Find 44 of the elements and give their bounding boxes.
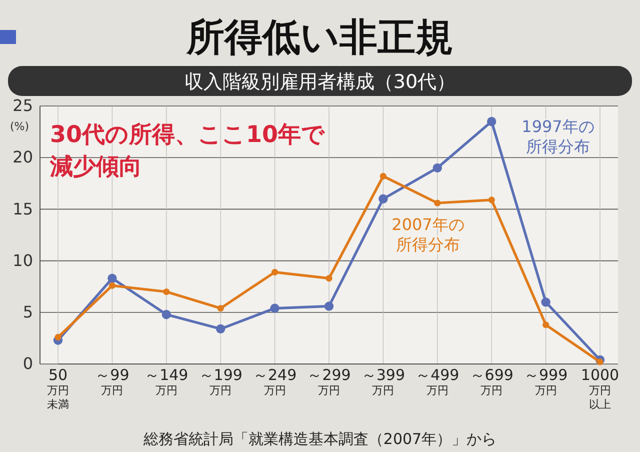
y-tick-label: 0 [22, 354, 33, 374]
point [432, 163, 442, 173]
point [270, 304, 280, 313]
point [541, 297, 550, 307]
x-tick-label: 50万円未満 [47, 366, 69, 411]
y-axis-title: (%) [10, 120, 30, 133]
point [326, 275, 332, 282]
text: 総務省統計局「就業構造基本調査（2007年）」から [142, 430, 497, 448]
point [596, 358, 604, 366]
point [378, 194, 388, 204]
series-label: 2007年の所得分布 [392, 215, 464, 254]
y-tick-label: 25 [12, 96, 33, 116]
series-label: 1997年の所得分布 [522, 117, 594, 156]
x-tick-label: 1000万円以上 [580, 366, 620, 411]
x-tick-label: ～249万円 [252, 366, 297, 397]
x-tick-label: ～149万円 [144, 366, 188, 397]
x-tick-label: ～99万円 [95, 366, 130, 397]
y-tick-label: 10 [12, 250, 33, 270]
point [380, 172, 386, 180]
x-tick-label: ～999万円 [524, 366, 568, 397]
y-tick-label: 20 [12, 148, 33, 167]
point [163, 288, 170, 296]
x-tick-label: ～199万円 [198, 366, 242, 397]
x-tick-label: ～499万円 [416, 366, 460, 397]
chart-title: 所得低い非正規 [186, 15, 454, 59]
x-tick-label: ～299万円 [307, 366, 351, 397]
y-tick-label: 5 [22, 302, 33, 322]
point [542, 321, 550, 328]
point [108, 282, 116, 289]
point [162, 310, 171, 320]
point [54, 334, 62, 340]
point [216, 324, 226, 334]
point [488, 196, 495, 204]
point [434, 200, 441, 206]
x-tick-label: ～399万円 [361, 366, 406, 397]
point [108, 274, 117, 283]
point [324, 302, 334, 311]
point [272, 268, 278, 276]
annotation: 30代の所得、ここ10年で減少傾向 [49, 122, 326, 180]
x-tick-label: ～699万円 [470, 366, 514, 397]
y-tick-label: 15 [12, 199, 33, 218]
point [217, 304, 224, 312]
chart-subtitle: 収入階級別雇用者構成（30代） [184, 71, 456, 93]
point [487, 116, 496, 126]
